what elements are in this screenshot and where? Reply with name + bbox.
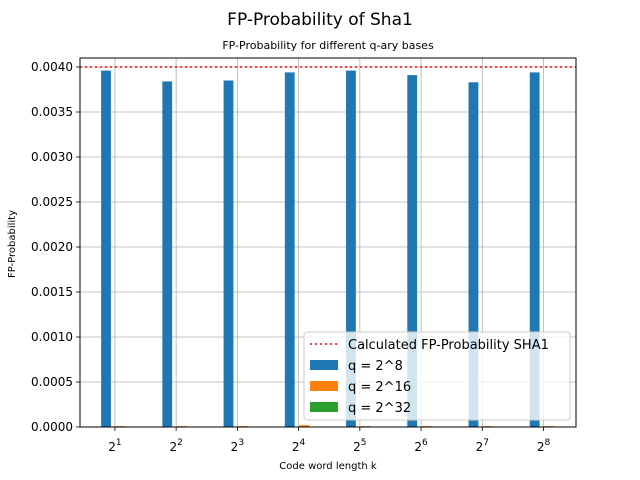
x-tick-base: 2 [414,440,422,454]
x-tick-label: 26 [414,438,428,454]
y-axis-ticks: 0.0000 0.0005 0.0010 0.0015 0.0020 0.0025 0.00… [31,60,80,434]
bar [407,75,418,427]
legend-swatch [310,360,338,370]
bar [468,82,479,428]
legend-label: q = 2^16 [348,380,411,395]
x-tick-base: 2 [108,440,116,454]
x-tick-base: 2 [476,440,484,454]
y-tick-label: 0.0040 [31,60,73,74]
bar [101,70,111,427]
y-tick-label: 0.0005 [31,375,73,389]
bar [223,80,234,427]
x-tick-base: 2 [353,440,361,454]
x-tick-exponent: 3 [238,438,244,448]
x-axis-ticks: 21 22 23 24 25 26 27 28 [108,427,550,454]
y-tick-label: 0.0020 [31,240,73,254]
y-tick-label: 0.0025 [31,195,73,209]
x-tick-exponent: 8 [544,438,550,448]
legend-label: q = 2^32 [348,401,411,416]
x-tick-label: 25 [353,438,366,454]
x-tick-label: 23 [231,438,244,454]
legend: Calculated FP-Probability SHA1 q = 2^8 q =… [303,331,571,421]
x-tick-exponent: 4 [300,438,306,448]
legend-swatch [310,381,338,391]
x-tick-base: 2 [231,440,239,454]
bar [162,81,173,428]
bar [284,72,295,428]
x-tick-label: 28 [537,438,551,454]
y-tick-label: 0.0035 [31,105,73,119]
legend-label: Calculated FP-Probability SHA1 [348,338,549,353]
x-axis-label: Code word length k [279,461,377,472]
x-tick-label: 24 [292,438,306,454]
x-tick-exponent: 7 [483,438,489,448]
x-tick-exponent: 2 [177,438,183,448]
bar [529,72,540,428]
x-tick-base: 2 [537,440,545,454]
chart-title: FP-Probability for different q-ary bases [222,39,434,52]
legend-label: q = 2^8 [348,359,403,374]
figure-title: FP-Probability of Sha1 [227,10,413,30]
bar [299,425,310,427]
y-tick-label: 0.0015 [31,285,73,299]
x-tick-exponent: 5 [361,438,367,448]
x-tick-label: 21 [108,438,121,454]
y-tick-label: 0.0030 [31,150,73,164]
bar [346,70,356,427]
y-tick-label: 0.0000 [31,420,73,434]
y-tick-label: 0.0010 [31,330,73,344]
legend-box [303,331,571,421]
x-tick-exponent: 1 [116,438,122,448]
x-tick-label: 27 [476,438,489,454]
x-tick-base: 2 [292,440,300,454]
x-tick-label: 22 [169,438,182,454]
plot-frame [79,57,577,428]
y-axis-label: FP-Probability [7,210,18,278]
x-tick-base: 2 [169,440,177,454]
legend-swatch [310,402,338,412]
x-tick-exponent: 6 [422,438,428,448]
